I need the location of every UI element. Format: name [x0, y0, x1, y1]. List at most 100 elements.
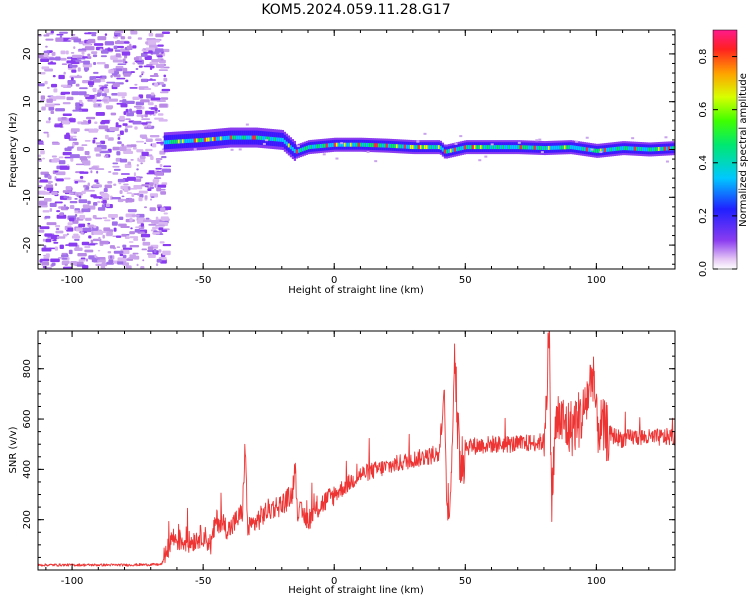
noise-speckle [119, 115, 125, 121]
band-core [323, 143, 327, 148]
noise-speckle [151, 220, 160, 224]
band-core [361, 142, 365, 147]
band-core [433, 145, 437, 150]
noise-speckle [122, 254, 127, 259]
noise-speckle [65, 50, 69, 55]
noise-speckle [94, 94, 97, 98]
band-core [469, 145, 473, 150]
noise-speckle [92, 214, 97, 219]
band-core [447, 149, 451, 154]
noise-speckle [78, 99, 83, 102]
noise-speckle [60, 93, 66, 95]
noise-speckle [144, 142, 147, 144]
noise-speckle [47, 62, 57, 65]
noise-speckle [140, 223, 145, 227]
band-core [421, 145, 425, 150]
band-speckle [416, 140, 420, 143]
band-core [193, 138, 197, 143]
noise-speckle [64, 225, 68, 231]
band-core [373, 143, 377, 148]
noise-speckle [60, 57, 67, 61]
noise-speckle [87, 200, 91, 205]
band-core [485, 145, 489, 150]
noise-speckle [54, 176, 57, 181]
band-core [639, 147, 643, 152]
noise-speckle [61, 117, 67, 120]
band-core [415, 145, 419, 150]
noise-speckle [40, 95, 46, 100]
noise-speckle [102, 199, 107, 204]
noise-speckle [67, 79, 76, 85]
noise-speckle [39, 226, 50, 230]
noise-speckle [101, 119, 110, 124]
noise-speckle [62, 102, 71, 105]
noise-speckle [51, 141, 59, 144]
noise-speckle [71, 69, 77, 73]
band-core [583, 147, 587, 152]
noise-speckle [87, 243, 96, 246]
band-core [429, 145, 433, 150]
noise-speckle [56, 210, 61, 213]
noise-speckle [161, 156, 167, 159]
noise-speckle [117, 198, 124, 203]
band-core [539, 145, 543, 150]
band-core [341, 142, 345, 147]
y-tick-label: 200 [22, 510, 33, 529]
noise-speckle [77, 67, 81, 72]
band-core [567, 145, 571, 150]
band-core [487, 145, 491, 150]
noise-speckle [125, 108, 129, 113]
noise-speckle [102, 216, 108, 219]
noise-speckle [109, 229, 114, 233]
noise-speckle [156, 160, 160, 164]
noise-speckle [138, 159, 146, 163]
noise-speckle [140, 265, 145, 269]
noise-speckle [39, 99, 45, 102]
band-core [459, 146, 463, 151]
noise-speckle [145, 138, 153, 143]
noise-speckle [134, 126, 138, 130]
band-core [551, 145, 555, 150]
band-core [659, 146, 663, 151]
noise-speckle [93, 71, 99, 74]
band-speckle [374, 160, 378, 163]
band-core [349, 142, 353, 147]
top-x-ticks: -100 -50 0 50 100 [45, 30, 676, 286]
noise-speckle [81, 208, 91, 213]
noise-speckle [107, 180, 113, 184]
noise-speckle [87, 224, 94, 227]
noise-speckle [143, 65, 153, 68]
noise-speckle [117, 178, 126, 183]
y-tick-label: -10 [22, 189, 33, 205]
band-core [205, 137, 209, 142]
band-core [257, 135, 261, 140]
band-core [315, 144, 319, 149]
noise-speckle [138, 190, 148, 194]
noise-speckle [104, 184, 112, 189]
noise-speckle [122, 67, 128, 72]
band-core [605, 147, 609, 152]
band-core [327, 143, 331, 148]
noise-speckle [114, 30, 124, 33]
noise-speckle [150, 92, 155, 96]
noise-speckle [145, 41, 149, 45]
noise-speckle [112, 59, 123, 63]
noise-speckle [135, 101, 145, 106]
band-core [627, 146, 631, 151]
band-core [219, 136, 223, 141]
noise-speckle [149, 134, 160, 138]
band-core [571, 145, 575, 150]
noise-speckle [71, 91, 80, 96]
band-speckle [265, 139, 269, 142]
band-core [493, 145, 497, 150]
band-core [239, 135, 243, 140]
band-core [201, 138, 205, 143]
band-core [279, 137, 283, 142]
noise-speckle [65, 206, 70, 210]
band-core [499, 145, 503, 150]
band-core [369, 143, 373, 148]
band-core [355, 142, 359, 147]
noise-speckle [122, 123, 128, 126]
band-core [389, 143, 393, 148]
